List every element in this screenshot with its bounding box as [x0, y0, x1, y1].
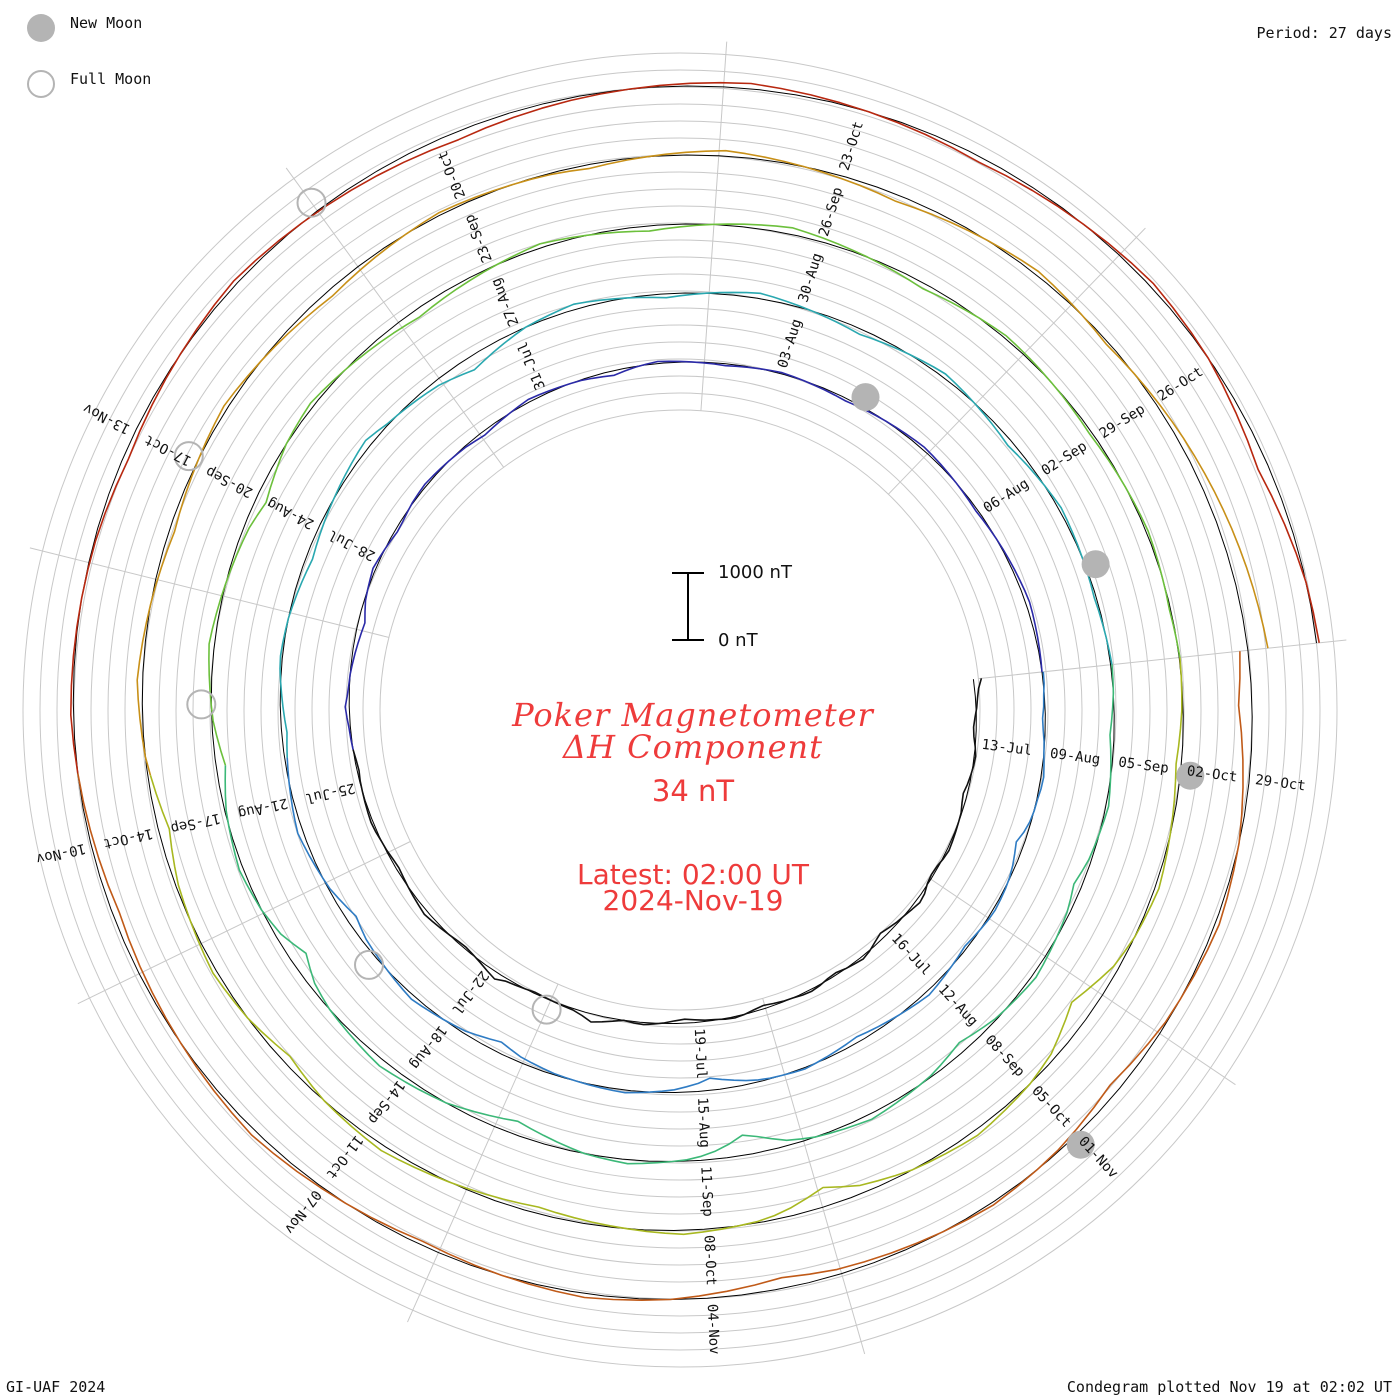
date-tick-label: 05-Sep	[1117, 754, 1169, 776]
latest-time: Latest: 02:00 UT	[576, 858, 810, 891]
cycle-trace	[344, 360, 1043, 750]
grid-ring	[379, 409, 981, 1011]
magnetometer-traces	[70, 81, 1320, 1301]
date-tick-label: 17-Oct	[142, 431, 194, 468]
cycle-trace	[77, 651, 1244, 1301]
date-tick-label: 15-Aug	[694, 1097, 712, 1148]
date-tick-label: 27-Aug	[488, 276, 522, 329]
date-tick-label: 16-Jul	[888, 931, 934, 979]
grid-ring	[158, 188, 1202, 1232]
full-moon-marker	[186, 689, 217, 720]
day-spoke	[700, 41, 728, 411]
new-moon-legend-label: New Moon	[70, 14, 143, 32]
moon-markers	[173, 187, 1205, 1159]
date-tick-label: 31-Jul	[515, 339, 549, 392]
day-spoke	[77, 841, 411, 1005]
day-spoke	[407, 983, 559, 1323]
date-tick-label: 14-Oct	[102, 825, 155, 852]
chart-title: Poker Magnetometer	[512, 696, 874, 734]
period-label: Period: 27 days	[1256, 24, 1392, 42]
latest-date: 2024-Nov-19	[602, 884, 784, 917]
cycle-baselines	[72, 85, 1317, 1301]
cycle-trace	[286, 671, 1045, 1094]
new-moon-marker	[1066, 1130, 1095, 1159]
day-spoke	[762, 998, 866, 1355]
grid-ring	[277, 307, 1083, 1113]
new-moon-legend-icon	[27, 14, 55, 42]
cycle-trace	[70, 81, 1320, 774]
new-moon-marker	[851, 383, 880, 412]
chart-subtitle: ΔH Component	[562, 728, 824, 766]
grid-ring	[56, 86, 1304, 1334]
date-tick-label: 30-Aug	[796, 251, 826, 304]
full-moon-legend-icon	[27, 70, 55, 98]
new-moon-marker	[1176, 761, 1205, 790]
date-tick-label: 02-Oct	[1186, 763, 1238, 785]
full-moon-marker	[531, 994, 562, 1025]
grid-ring	[22, 52, 1338, 1368]
grid-ring	[175, 205, 1185, 1215]
date-tick-label: 13-Jul	[981, 737, 1033, 759]
date-tick-label: 26-Sep	[816, 185, 846, 238]
grid-ring	[362, 392, 998, 1028]
date-tick-label: 22-Jul	[448, 967, 491, 1017]
grid-ring	[226, 256, 1134, 1164]
grid-rings	[22, 52, 1338, 1368]
day-spoke	[888, 227, 1146, 495]
grid-ring	[311, 341, 1049, 1079]
cycle-trace	[136, 149, 1269, 776]
cycle-trace	[279, 291, 1113, 758]
day-spokes	[29, 41, 1347, 1355]
full-moon-marker	[296, 187, 327, 218]
date-tick-label: 23-Sep	[462, 212, 496, 265]
grid-ring	[294, 324, 1066, 1096]
date-tick-label: 13-Nov	[81, 400, 133, 437]
day-spoke	[978, 639, 1347, 680]
grid-ring	[243, 273, 1117, 1147]
date-tick-label: 23-Oct	[837, 120, 867, 173]
credit-label: GI-UAF 2024	[6, 1378, 106, 1396]
date-tick-label: 17-Sep	[169, 810, 222, 837]
day-spoke	[29, 547, 390, 638]
grid-ring	[192, 222, 1168, 1198]
plotted-timestamp: Condegram plotted Nov 19 at 02:02 UT	[1066, 1378, 1392, 1396]
full-moon-legend-label: Full Moon	[70, 70, 152, 88]
baseline-spiral	[72, 85, 1317, 1301]
cycle-trace	[208, 223, 1181, 766]
grid-ring	[39, 69, 1321, 1351]
date-tick-label: 04-Nov	[704, 1304, 722, 1355]
date-tick-label: 19-Jul	[691, 1028, 709, 1079]
date-tick-label: 11-Oct	[323, 1132, 366, 1182]
cycle-trace	[352, 678, 983, 1026]
grid-ring	[328, 358, 1032, 1062]
full-moon-marker	[354, 949, 384, 980]
day-spoke	[928, 877, 1236, 1086]
scale-top-label: 1000 nT	[718, 562, 792, 583]
grid-ring	[209, 239, 1151, 1181]
date-tick-label: 24-Aug	[265, 495, 317, 532]
date-tick-label: 06-Aug	[981, 476, 1032, 517]
date-tick-label: 18-Aug	[406, 1022, 449, 1072]
date-tick-label: 29-Oct	[1254, 772, 1306, 794]
date-tick-label: 11-Sep	[697, 1166, 715, 1217]
cycle-trace	[224, 664, 1115, 1165]
day-spoke	[285, 167, 505, 468]
date-tick-label: 20-Sep	[203, 463, 255, 500]
new-moon-marker	[1081, 550, 1110, 579]
date-tick-label: 12-Aug	[935, 981, 981, 1029]
grid-ring	[141, 171, 1219, 1249]
scale-bar	[672, 572, 704, 641]
cycle-trace	[149, 657, 1183, 1236]
date-tick-label: 26-Oct	[1155, 364, 1206, 405]
date-tick-label: 08-Oct	[701, 1235, 719, 1286]
grid-ring	[260, 290, 1100, 1130]
date-tick-label: 20-Oct	[435, 148, 469, 201]
full-moon-marker	[173, 441, 204, 472]
date-tick-label: 09-Aug	[1049, 746, 1101, 768]
scale-bottom-label: 0 nT	[718, 630, 758, 651]
current-value: 34 nT	[651, 774, 735, 808]
